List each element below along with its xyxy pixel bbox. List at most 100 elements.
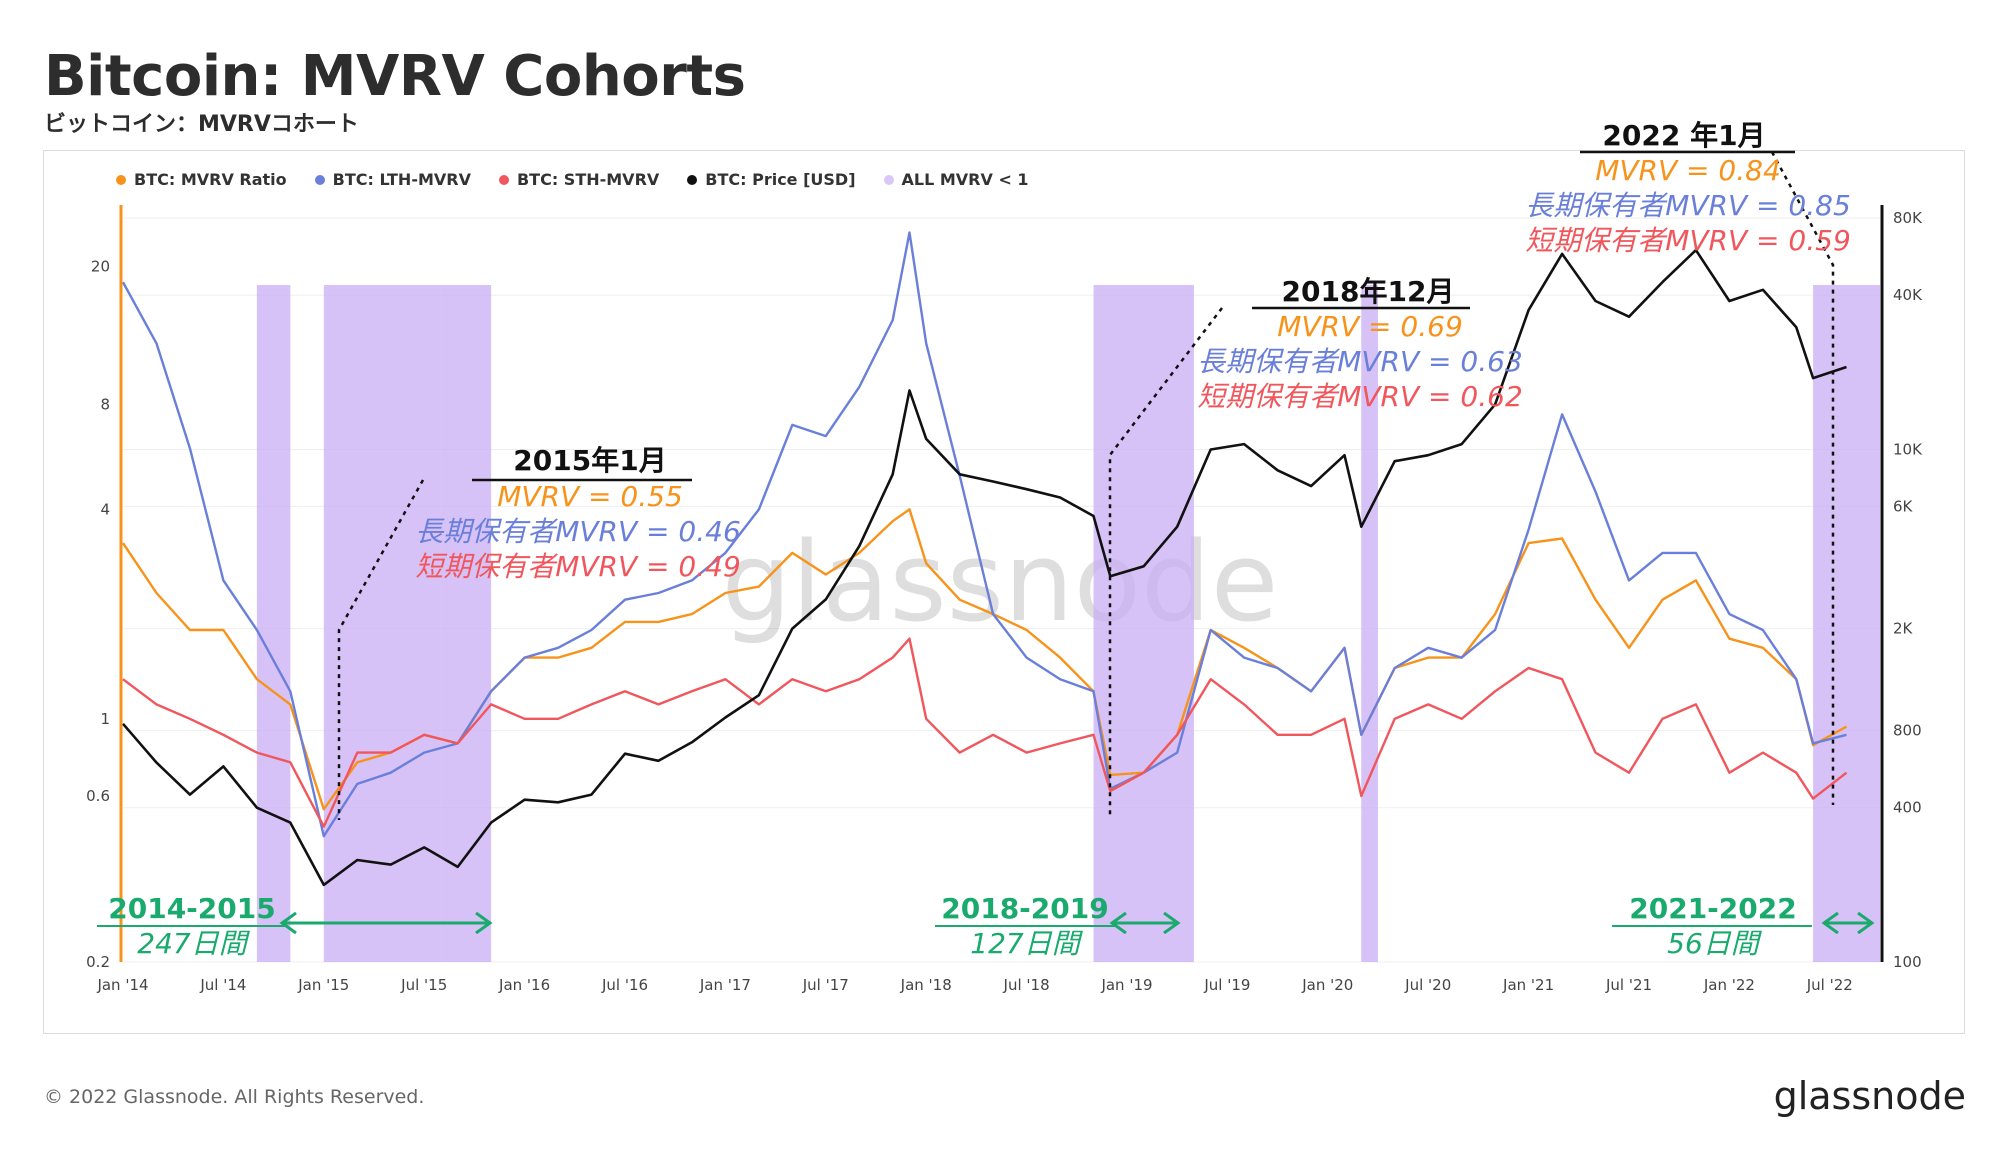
period-arrow-head (1163, 911, 1181, 935)
x-tick-label: Jan '19 (1100, 976, 1152, 994)
shaded-region (440, 285, 492, 962)
annotation-sth: 短期保有者MVRV = 0.62 (1197, 380, 1523, 413)
period-arrow-head (1821, 911, 1839, 935)
x-tick-label: Jan '16 (498, 976, 550, 994)
period-days: 247日間 (137, 927, 250, 960)
x-tick-label: Jul '20 (1404, 976, 1451, 994)
x-tick-label: Jul '18 (1003, 976, 1050, 994)
watermark: glassnode (722, 518, 1279, 646)
shaded-region (256, 285, 291, 962)
annotation-connectors (97, 150, 1875, 935)
sth-mvrv-line (122, 637, 1848, 828)
legend-dot-lth (314, 174, 325, 185)
copyright: © 2022 Glassnode. All Rights Reserved. (44, 1086, 425, 1108)
legend-label: BTC: MVRV Ratio (134, 170, 287, 189)
annotation-connector (1770, 151, 1835, 805)
shaded-region (1361, 285, 1378, 962)
period-range: 2018-2019 (941, 892, 1108, 925)
x-tick-label: Jul '14 (199, 976, 246, 994)
annotation-lth: 長期保有者MVRV = 0.63 (1197, 345, 1523, 378)
legend-label: BTC: STH-MVRV (516, 170, 660, 189)
y-right-tick-label: 80K (1893, 209, 1923, 227)
x-tick-label: Jul '16 (601, 976, 648, 994)
x-tick-label: Jul '19 (1203, 976, 1250, 994)
shaded-region (1846, 285, 1880, 962)
period-2021-2022: 2021-2022 56日間 (1629, 892, 1796, 960)
y-right-tick-label: 400 (1893, 799, 1922, 817)
legend-dot-price (687, 174, 698, 185)
period-arrow-head (1857, 911, 1875, 935)
chart-legend: BTC: MVRV Ratio BTC: LTH-MVRV BTC: STH-M… (116, 170, 1029, 189)
period-days: 127日間 (970, 927, 1083, 960)
annotation-title: 2015年1月 (513, 444, 666, 477)
y-right-tick-label: 10K (1893, 441, 1923, 459)
x-tick-label: Jan '17 (699, 976, 751, 994)
annotation-2022: 2022 年1月 MVRV = 0.84 長期保有者MVRV = 0.85 短期… (1525, 119, 1851, 257)
page-subtitle: ビットコイン：MVRVコホート (44, 112, 359, 137)
legend-item-lth[interactable]: BTC: LTH-MVRV (314, 170, 471, 189)
annotation-title: 2022 年1月 (1602, 119, 1765, 152)
x-tick-label: Jul '21 (1605, 976, 1652, 994)
annotation-lth: 長期保有者MVRV = 0.85 (1525, 189, 1851, 222)
annotation-mvrv: MVRV = 0.84 (1595, 154, 1781, 187)
brand-logo: glassnode (1773, 1074, 1966, 1118)
legend-dot-sth (498, 174, 509, 185)
y-right-tick-label: 40K (1893, 286, 1923, 304)
x-tick-label: Jul '22 (1806, 976, 1853, 994)
y-left-tick-label: 0.2 (86, 953, 110, 971)
y-left-tick-label: 1 (100, 710, 110, 728)
legend-item-mvrv[interactable]: BTC: MVRV Ratio (116, 170, 287, 189)
period-2018-2019: 2018-2019 127日間 (941, 892, 1108, 960)
legend-label: BTC: Price [USD] (705, 170, 856, 189)
y-right-tick-label: 2K (1893, 620, 1914, 638)
annotation-mvrv: MVRV = 0.69 (1277, 310, 1463, 343)
y-left-tick-label: 8 (100, 396, 110, 414)
x-tick-label: Jan '20 (1301, 976, 1353, 994)
x-tick-label: Jul '15 (400, 976, 447, 994)
x-tick-label: Jan '22 (1703, 976, 1755, 994)
annotation-connector (337, 479, 425, 820)
x-tick-label: Jan '15 (297, 976, 349, 994)
legend-label: ALL MVRV < 1 (901, 170, 1029, 189)
legend-item-shade[interactable]: ALL MVRV < 1 (883, 170, 1029, 189)
annotation-title: 2018年12月 (1282, 275, 1455, 308)
legend-label: BTC: LTH-MVRV (332, 170, 471, 189)
legend-item-sth[interactable]: BTC: STH-MVRV (498, 170, 660, 189)
period-range: 2021-2022 (1629, 892, 1796, 925)
y-right-tick-label: 800 (1893, 722, 1922, 740)
period-range: 2014-2015 (108, 892, 275, 925)
lth-mvrv-line (121, 231, 1847, 838)
y-left-tick-label: 0.6 (86, 787, 110, 805)
y-right-tick-label: 100 (1893, 953, 1922, 971)
shaded-region (1813, 285, 1847, 962)
annotation-connector (1108, 307, 1223, 815)
annotation-2015: 2015年1月 MVRV = 0.55 長期保有者MVRV = 0.46 短期保… (415, 444, 741, 583)
period-arrow-head (1109, 911, 1127, 935)
price-line (122, 248, 1847, 887)
period-arrow-head (279, 911, 297, 935)
annotation-mvrv: MVRV = 0.55 (497, 480, 683, 513)
legend-dot-mvrv (116, 174, 126, 185)
x-tick-label: Jul '17 (802, 976, 849, 994)
shaded-region (1093, 285, 1194, 962)
page-title: Bitcoin: MVRV Cohorts (44, 44, 746, 109)
y-left-tick-label: 4 (100, 500, 110, 518)
annotation-sth: 短期保有者MVRV = 0.49 (415, 550, 741, 583)
axes: 0.2 0.6 1 4 8 20 100 400 800 2K 6K 10K 40K 80K Jan '14… (86, 205, 1923, 994)
annotation-lth: 長期保有者MVRV = 0.46 (415, 515, 741, 548)
period-2014-2015: 2014-2015 247日間 (108, 892, 275, 960)
legend-item-price[interactable]: BTC: Price [USD] (687, 170, 856, 189)
period-arrow-head (475, 911, 493, 935)
legend-dot-shade (883, 174, 894, 185)
x-tick-label: Jan '14 (96, 976, 148, 994)
annotation-sth: 短期保有者MVRV = 0.59 (1525, 224, 1851, 257)
x-tick-label: Jan '18 (900, 976, 952, 994)
annotation-2018: 2018年12月 MVRV = 0.69 長期保有者MVRV = 0.63 短期… (1197, 275, 1523, 413)
x-tick-label: Jan '21 (1502, 976, 1554, 994)
series-lines (121, 231, 1848, 887)
y-left-tick-label: 20 (91, 257, 110, 275)
y-right-tick-label: 6K (1893, 497, 1914, 515)
period-days: 56日間 (1667, 927, 1763, 960)
chart-frame (43, 150, 1965, 1034)
